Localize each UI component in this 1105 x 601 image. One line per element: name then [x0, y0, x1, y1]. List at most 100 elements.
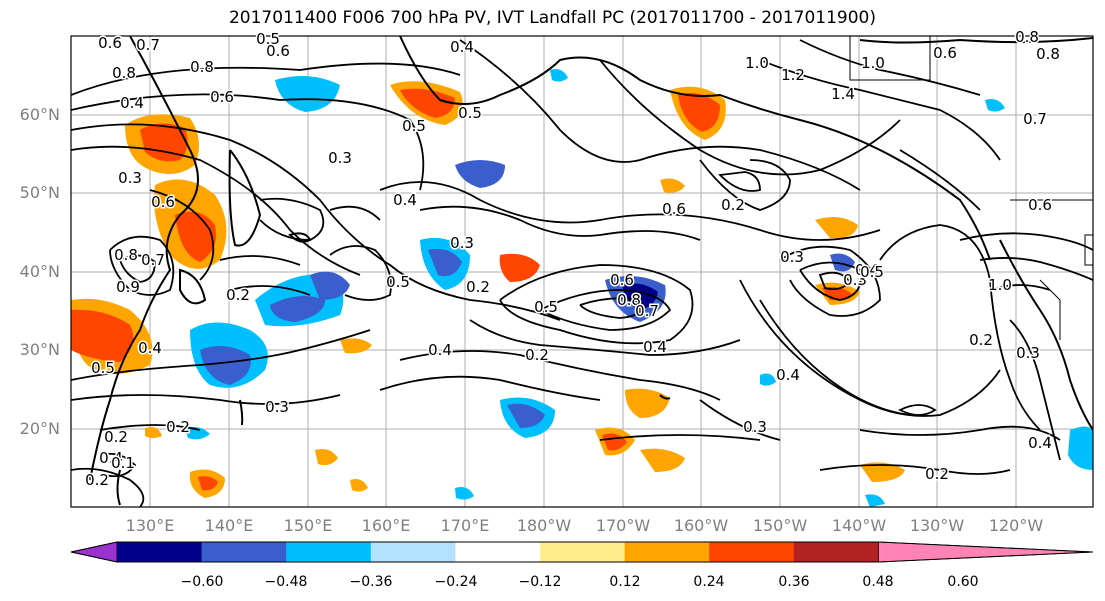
lon-label: 150°E [284, 516, 333, 535]
contour-label: 0.8 [190, 58, 214, 76]
contour-label: 1.4 [831, 85, 855, 103]
pv-negative-region [985, 99, 1005, 112]
contour-label: 0.5 [860, 263, 884, 281]
pv-positive-region [315, 449, 338, 466]
lat-label: 50°N [20, 183, 60, 202]
pv-positive-region [660, 178, 685, 193]
colorbar-arrow-low [70, 541, 118, 563]
contour-label: 0.3 [743, 418, 767, 436]
pv-negative-region [275, 76, 340, 112]
contour-label: 0.2 [226, 286, 250, 304]
contour-labels: 0.6 0.70.80.50.6 0.40.80.60.50.31.01.21.01… [84, 27, 1062, 491]
contour-label: 0.6 [266, 42, 290, 60]
contour-label: 0.4 [450, 38, 474, 56]
colorbar-tick: −0.36 [350, 574, 393, 590]
contour-label: 0.7 [1023, 110, 1047, 128]
contour-label: 0.4 [428, 341, 452, 359]
colorbar-tick: 0.24 [693, 574, 724, 590]
ivt-contours [71, 39, 1093, 507]
colorbar-arrow-high [878, 541, 1094, 563]
contour-label: 0.8 [1036, 45, 1060, 63]
pv-negative-region [455, 160, 505, 188]
pv-negative-region [455, 487, 474, 500]
lon-label: 140°E [205, 516, 254, 535]
contour-label: 0.2 [969, 331, 993, 349]
colorbar-segment [201, 542, 287, 562]
contour-label: 0.4 [393, 191, 417, 209]
contour-label: 0.4 [120, 94, 144, 112]
colorbar-tick: −0.60 [181, 574, 224, 590]
contour-label: 0.4 [138, 339, 162, 357]
colorbar-segment [117, 542, 203, 562]
pv-negative-region [507, 403, 545, 428]
pv-positive-region [400, 88, 455, 118]
colorbar-segment [286, 542, 372, 562]
contour-label: 0.3 [780, 248, 804, 266]
pv-positive-region [198, 476, 218, 491]
contour-label: 1.0 [861, 54, 885, 72]
contour-label: 0.4 [776, 366, 800, 384]
colorbar-segment [370, 542, 456, 562]
pv-negative-region [185, 426, 210, 440]
plot-title: 2017011400 F006 700 hPa PV, IVT Landfall… [228, 8, 876, 28]
pv-negative-region [865, 494, 885, 507]
contour-label: 0.8 [112, 64, 136, 82]
lon-label: 150°W [753, 516, 808, 535]
pv-positive-region [678, 92, 720, 132]
pv-positive-region [140, 123, 188, 162]
contour-label: 0.6 [151, 193, 175, 211]
pv-positive-region [350, 479, 368, 492]
contour-label: 0.5 [386, 273, 410, 291]
pv-positive-region [860, 462, 905, 482]
colorbar-segment [709, 542, 795, 562]
contour-label: 0.6 [610, 271, 634, 289]
contour-label: 0.2 [925, 465, 949, 483]
colorbar-tick: −0.48 [265, 574, 308, 590]
colorbar [70, 541, 1094, 563]
colorbar-tick: 0.48 [862, 574, 893, 590]
contour-label: 0.5 [91, 359, 115, 377]
contour-label: 0.2 [466, 278, 490, 296]
contour-label: 0.5 [402, 117, 426, 135]
pv-negative-region [310, 271, 350, 300]
contour-label: 0.4 [99, 449, 123, 467]
contour-label: 0.6 [98, 34, 122, 52]
colorbar-tick: 0.36 [778, 574, 809, 590]
lon-label: 120°W [989, 516, 1044, 535]
longitude-labels: 130°E 140°E 150°E 160°E 170°E 180°W 170°… [126, 516, 1044, 535]
contour-label: 0.3 [450, 234, 474, 252]
pv-positive-region [145, 427, 162, 438]
contour-label: 0.3 [265, 398, 289, 416]
lon-label: 160°W [674, 516, 729, 535]
contour-label: 0.4 [855, 261, 879, 279]
pv-negative-region [428, 248, 462, 277]
contour-label: 0.2 [85, 471, 109, 489]
pv-negative-region [200, 346, 251, 385]
lon-label: 180°W [517, 516, 572, 535]
contour-label: 0.2 [166, 418, 190, 436]
gridlines [71, 36, 1093, 507]
colorbar-tick: −0.24 [435, 574, 478, 590]
colorbar-tick: −0.12 [519, 574, 562, 590]
colorbar-tick: 0.60 [947, 574, 978, 590]
lat-label: 20°N [20, 419, 60, 438]
contour-label: 0.8 [617, 291, 641, 309]
colorbar-outline [70, 541, 1094, 563]
contour-label: 0.3 [1016, 344, 1040, 362]
contour-label: 0.9 [116, 278, 140, 296]
colorbar-segment [624, 542, 710, 562]
contour-label: 0.2 [721, 196, 745, 214]
pv-negative-region [1068, 426, 1093, 470]
lat-label: 60°N [20, 105, 60, 124]
contour-label: 0.6 [662, 200, 686, 218]
coastlines [89, 36, 1093, 506]
pv-positive-region [640, 448, 685, 472]
pv-positive-region [499, 253, 540, 282]
contour-label: 0.4 [1028, 434, 1052, 452]
colorbar-segment [793, 542, 879, 562]
pv-negative-region [760, 373, 776, 386]
contour-label: 0.6 [1028, 196, 1052, 214]
pv-negative-region [830, 253, 855, 272]
contour-label: 1.2 [781, 66, 805, 84]
